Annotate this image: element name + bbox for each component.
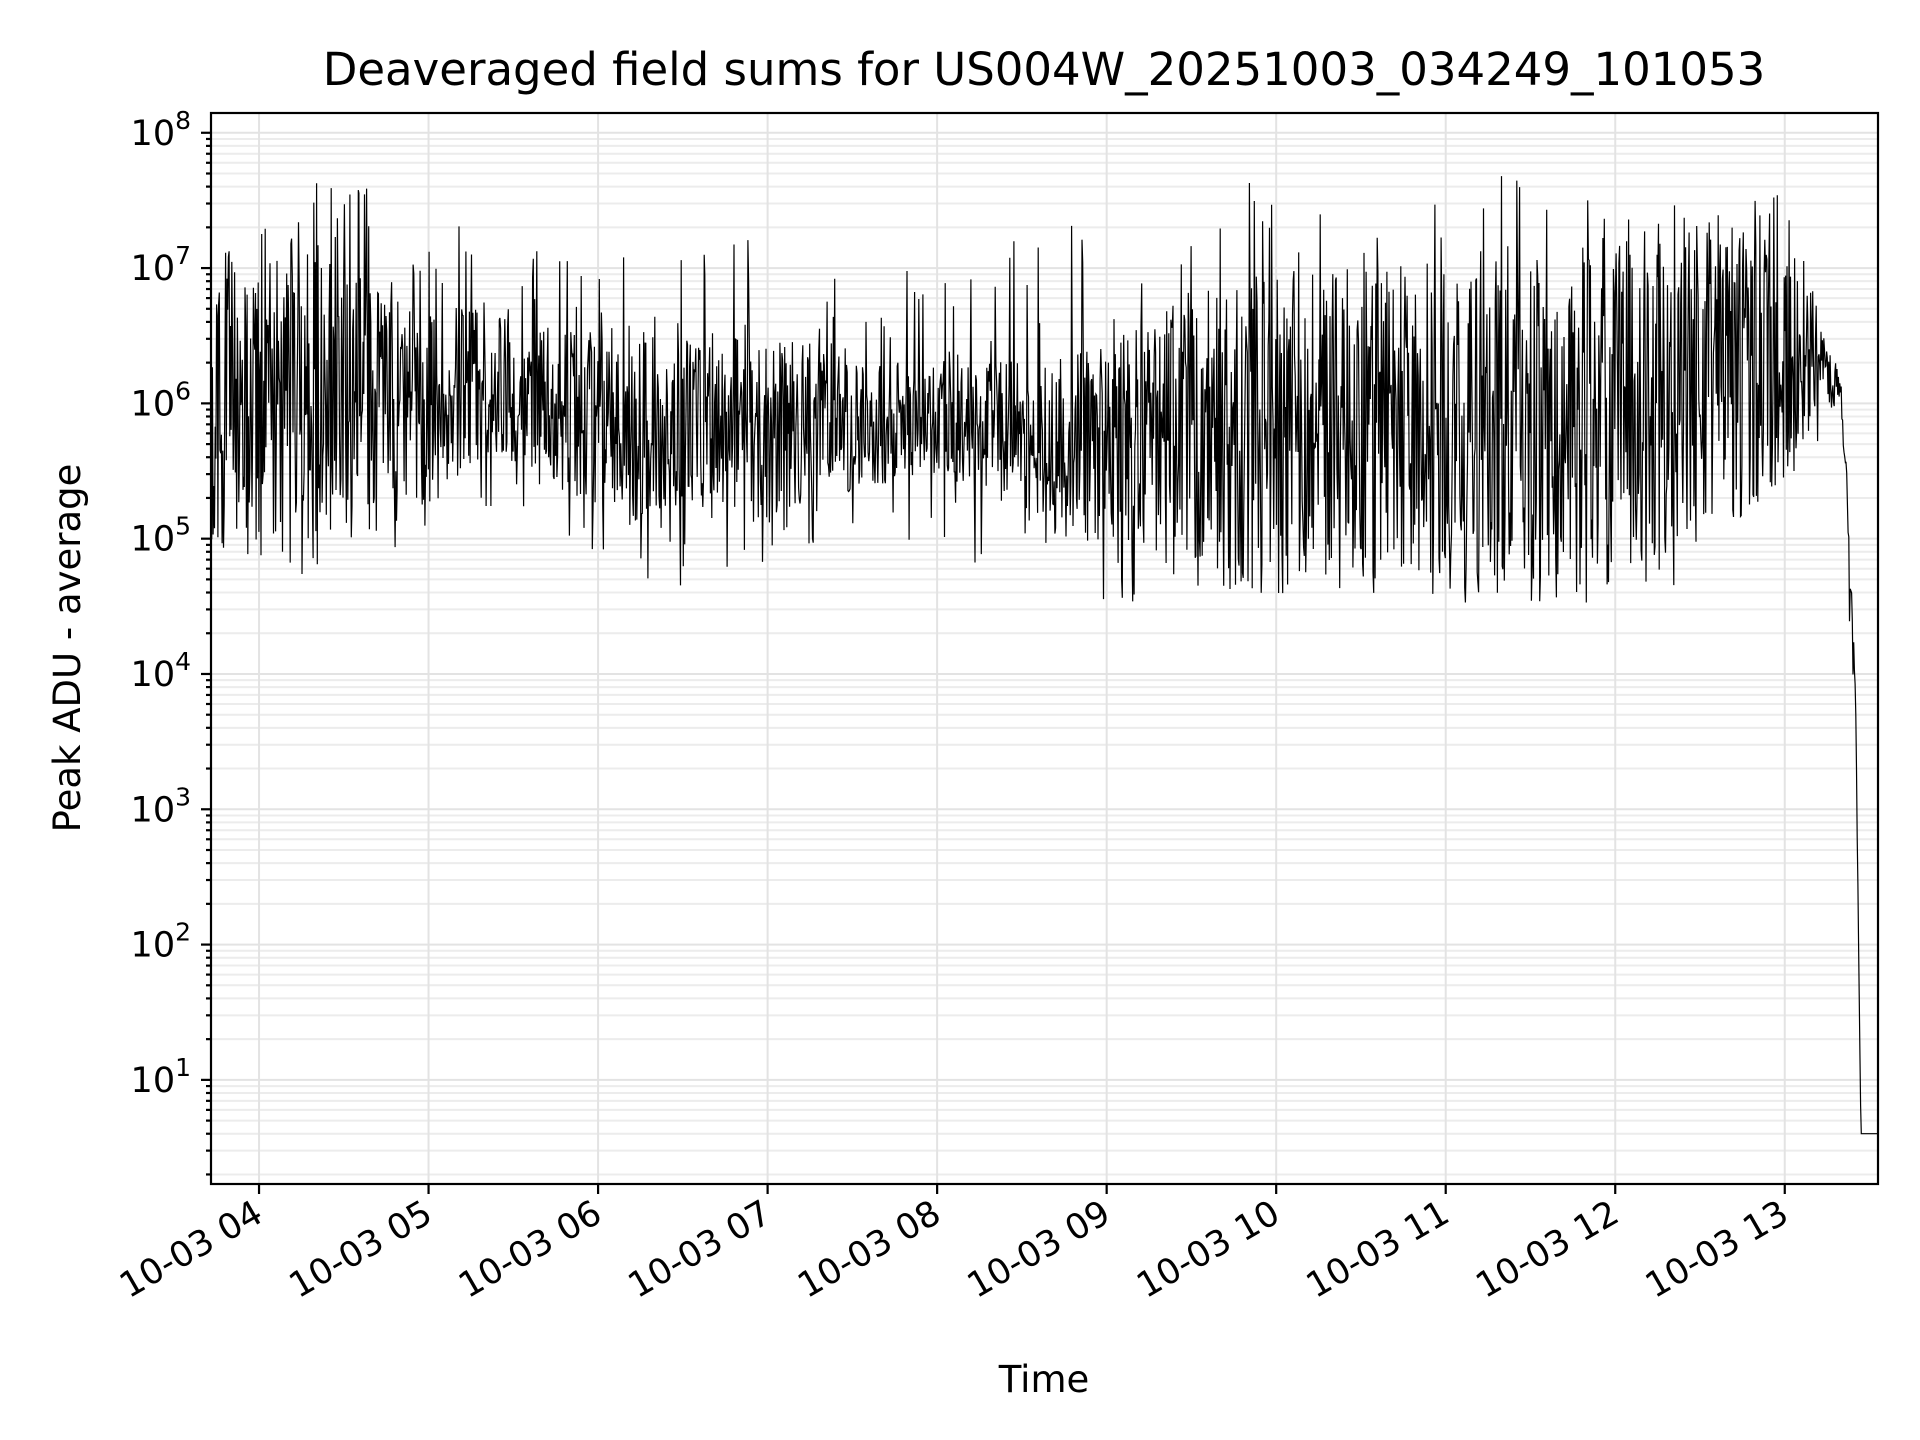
chart-title: Deaveraged field sums for US004W_2025100…	[323, 43, 1766, 96]
series-layer	[210, 176, 1878, 1135]
plot-frame	[209, 111, 1880, 1186]
grid	[211, 113, 1878, 1184]
y-tick-label: 107	[131, 241, 191, 289]
y-tick-label: 106	[131, 376, 191, 424]
x-axis-label: Time	[998, 1358, 1090, 1401]
y-tick-label: 102	[131, 918, 191, 966]
y-tick-label: 101	[131, 1053, 191, 1101]
y-tick-label: 103	[131, 782, 191, 830]
y-tick-label: 104	[131, 647, 191, 695]
y-tick-label: 105	[131, 512, 191, 560]
series-line	[210, 176, 1878, 1135]
y-tick-label: 108	[131, 106, 191, 154]
y-axis-label: Peak ADU - average	[46, 464, 89, 833]
y-axis: 101 102 103 104 105 106 107 108	[131, 106, 211, 1176]
